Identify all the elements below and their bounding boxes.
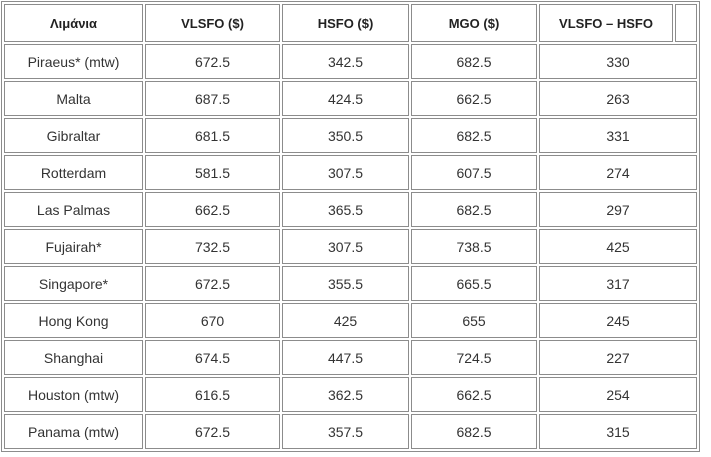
price-cell: 682.5	[411, 192, 537, 227]
table-row: Piraeus* (mtw) 672.5 342.5 682.5 330	[4, 44, 697, 79]
price-cell: 616.5	[145, 377, 280, 412]
price-cell: 362.5	[282, 377, 409, 412]
price-cell: 607.5	[411, 155, 537, 190]
price-cell: 665.5	[411, 266, 537, 301]
table-row: Las Palmas 662.5 365.5 682.5 297	[4, 192, 697, 227]
price-cell: 682.5	[411, 44, 537, 79]
price-cell: 330	[539, 44, 697, 79]
price-cell: 670	[145, 303, 280, 338]
price-cell: 331	[539, 118, 697, 153]
table-row: Houston (mtw) 616.5 362.5 662.5 254	[4, 377, 697, 412]
price-cell: 307.5	[282, 229, 409, 264]
price-cell: 682.5	[411, 414, 537, 449]
table-row: Hong Kong 670 425 655 245	[4, 303, 697, 338]
price-cell: 681.5	[145, 118, 280, 153]
price-cell: 724.5	[411, 340, 537, 375]
price-cell: 315	[539, 414, 697, 449]
port-cell: Fujairah*	[4, 229, 143, 264]
table-row: Shanghai 674.5 447.5 724.5 227	[4, 340, 697, 375]
header-row: Λιμάνια VLSFO ($) HSFO ($) MGO ($) VLSFO – H…	[4, 4, 697, 42]
price-cell: 425	[539, 229, 697, 264]
price-cell: 662.5	[411, 81, 537, 116]
price-cell: 297	[539, 192, 697, 227]
price-cell: 581.5	[145, 155, 280, 190]
price-cell: 732.5	[145, 229, 280, 264]
price-cell: 662.5	[145, 192, 280, 227]
price-cell: 245	[539, 303, 697, 338]
price-cell: 350.5	[282, 118, 409, 153]
price-cell: 357.5	[282, 414, 409, 449]
price-cell: 672.5	[145, 414, 280, 449]
table-body: Piraeus* (mtw) 672.5 342.5 682.5 330 Malta 687…	[4, 44, 697, 449]
port-cell: Malta	[4, 81, 143, 116]
price-cell: 687.5	[145, 81, 280, 116]
price-cell: 447.5	[282, 340, 409, 375]
price-cell: 655	[411, 303, 537, 338]
price-table: Λιμάνια VLSFO ($) HSFO ($) MGO ($) VLSFO – H…	[1, 1, 700, 452]
table-row: Gibraltar 681.5 350.5 682.5 331	[4, 118, 697, 153]
price-cell: 227	[539, 340, 697, 375]
table-row: Rotterdam 581.5 307.5 607.5 274	[4, 155, 697, 190]
price-cell: 425	[282, 303, 409, 338]
price-cell: 342.5	[282, 44, 409, 79]
column-header: VLSFO – HSFO	[539, 4, 673, 42]
price-cell: 672.5	[145, 266, 280, 301]
port-cell: Panama (mtw)	[4, 414, 143, 449]
price-cell: 424.5	[282, 81, 409, 116]
column-header: MGO ($)	[411, 4, 537, 42]
table-row: Malta 687.5 424.5 662.5 263	[4, 81, 697, 116]
port-cell: Piraeus* (mtw)	[4, 44, 143, 79]
price-cell: 274	[539, 155, 697, 190]
price-cell: 674.5	[145, 340, 280, 375]
price-cell: 263	[539, 81, 697, 116]
price-cell: 254	[539, 377, 697, 412]
port-cell: Las Palmas	[4, 192, 143, 227]
table-row: Singapore* 672.5 355.5 665.5 317	[4, 266, 697, 301]
price-cell: 662.5	[411, 377, 537, 412]
port-cell: Gibraltar	[4, 118, 143, 153]
column-header: HSFO ($)	[282, 4, 409, 42]
port-cell: Singapore*	[4, 266, 143, 301]
table-row: Fujairah* 732.5 307.5 738.5 425	[4, 229, 697, 264]
port-cell: Rotterdam	[4, 155, 143, 190]
port-cell: Hong Kong	[4, 303, 143, 338]
column-header: VLSFO ($)	[145, 4, 280, 42]
price-cell: 365.5	[282, 192, 409, 227]
price-cell: 317	[539, 266, 697, 301]
header-spacer	[675, 4, 697, 42]
column-header: Λιμάνια	[4, 4, 143, 42]
price-cell: 307.5	[282, 155, 409, 190]
price-cell: 682.5	[411, 118, 537, 153]
price-cell: 738.5	[411, 229, 537, 264]
port-cell: Shanghai	[4, 340, 143, 375]
port-cell: Houston (mtw)	[4, 377, 143, 412]
table-row: Panama (mtw) 672.5 357.5 682.5 315	[4, 414, 697, 449]
price-cell: 355.5	[282, 266, 409, 301]
price-cell: 672.5	[145, 44, 280, 79]
